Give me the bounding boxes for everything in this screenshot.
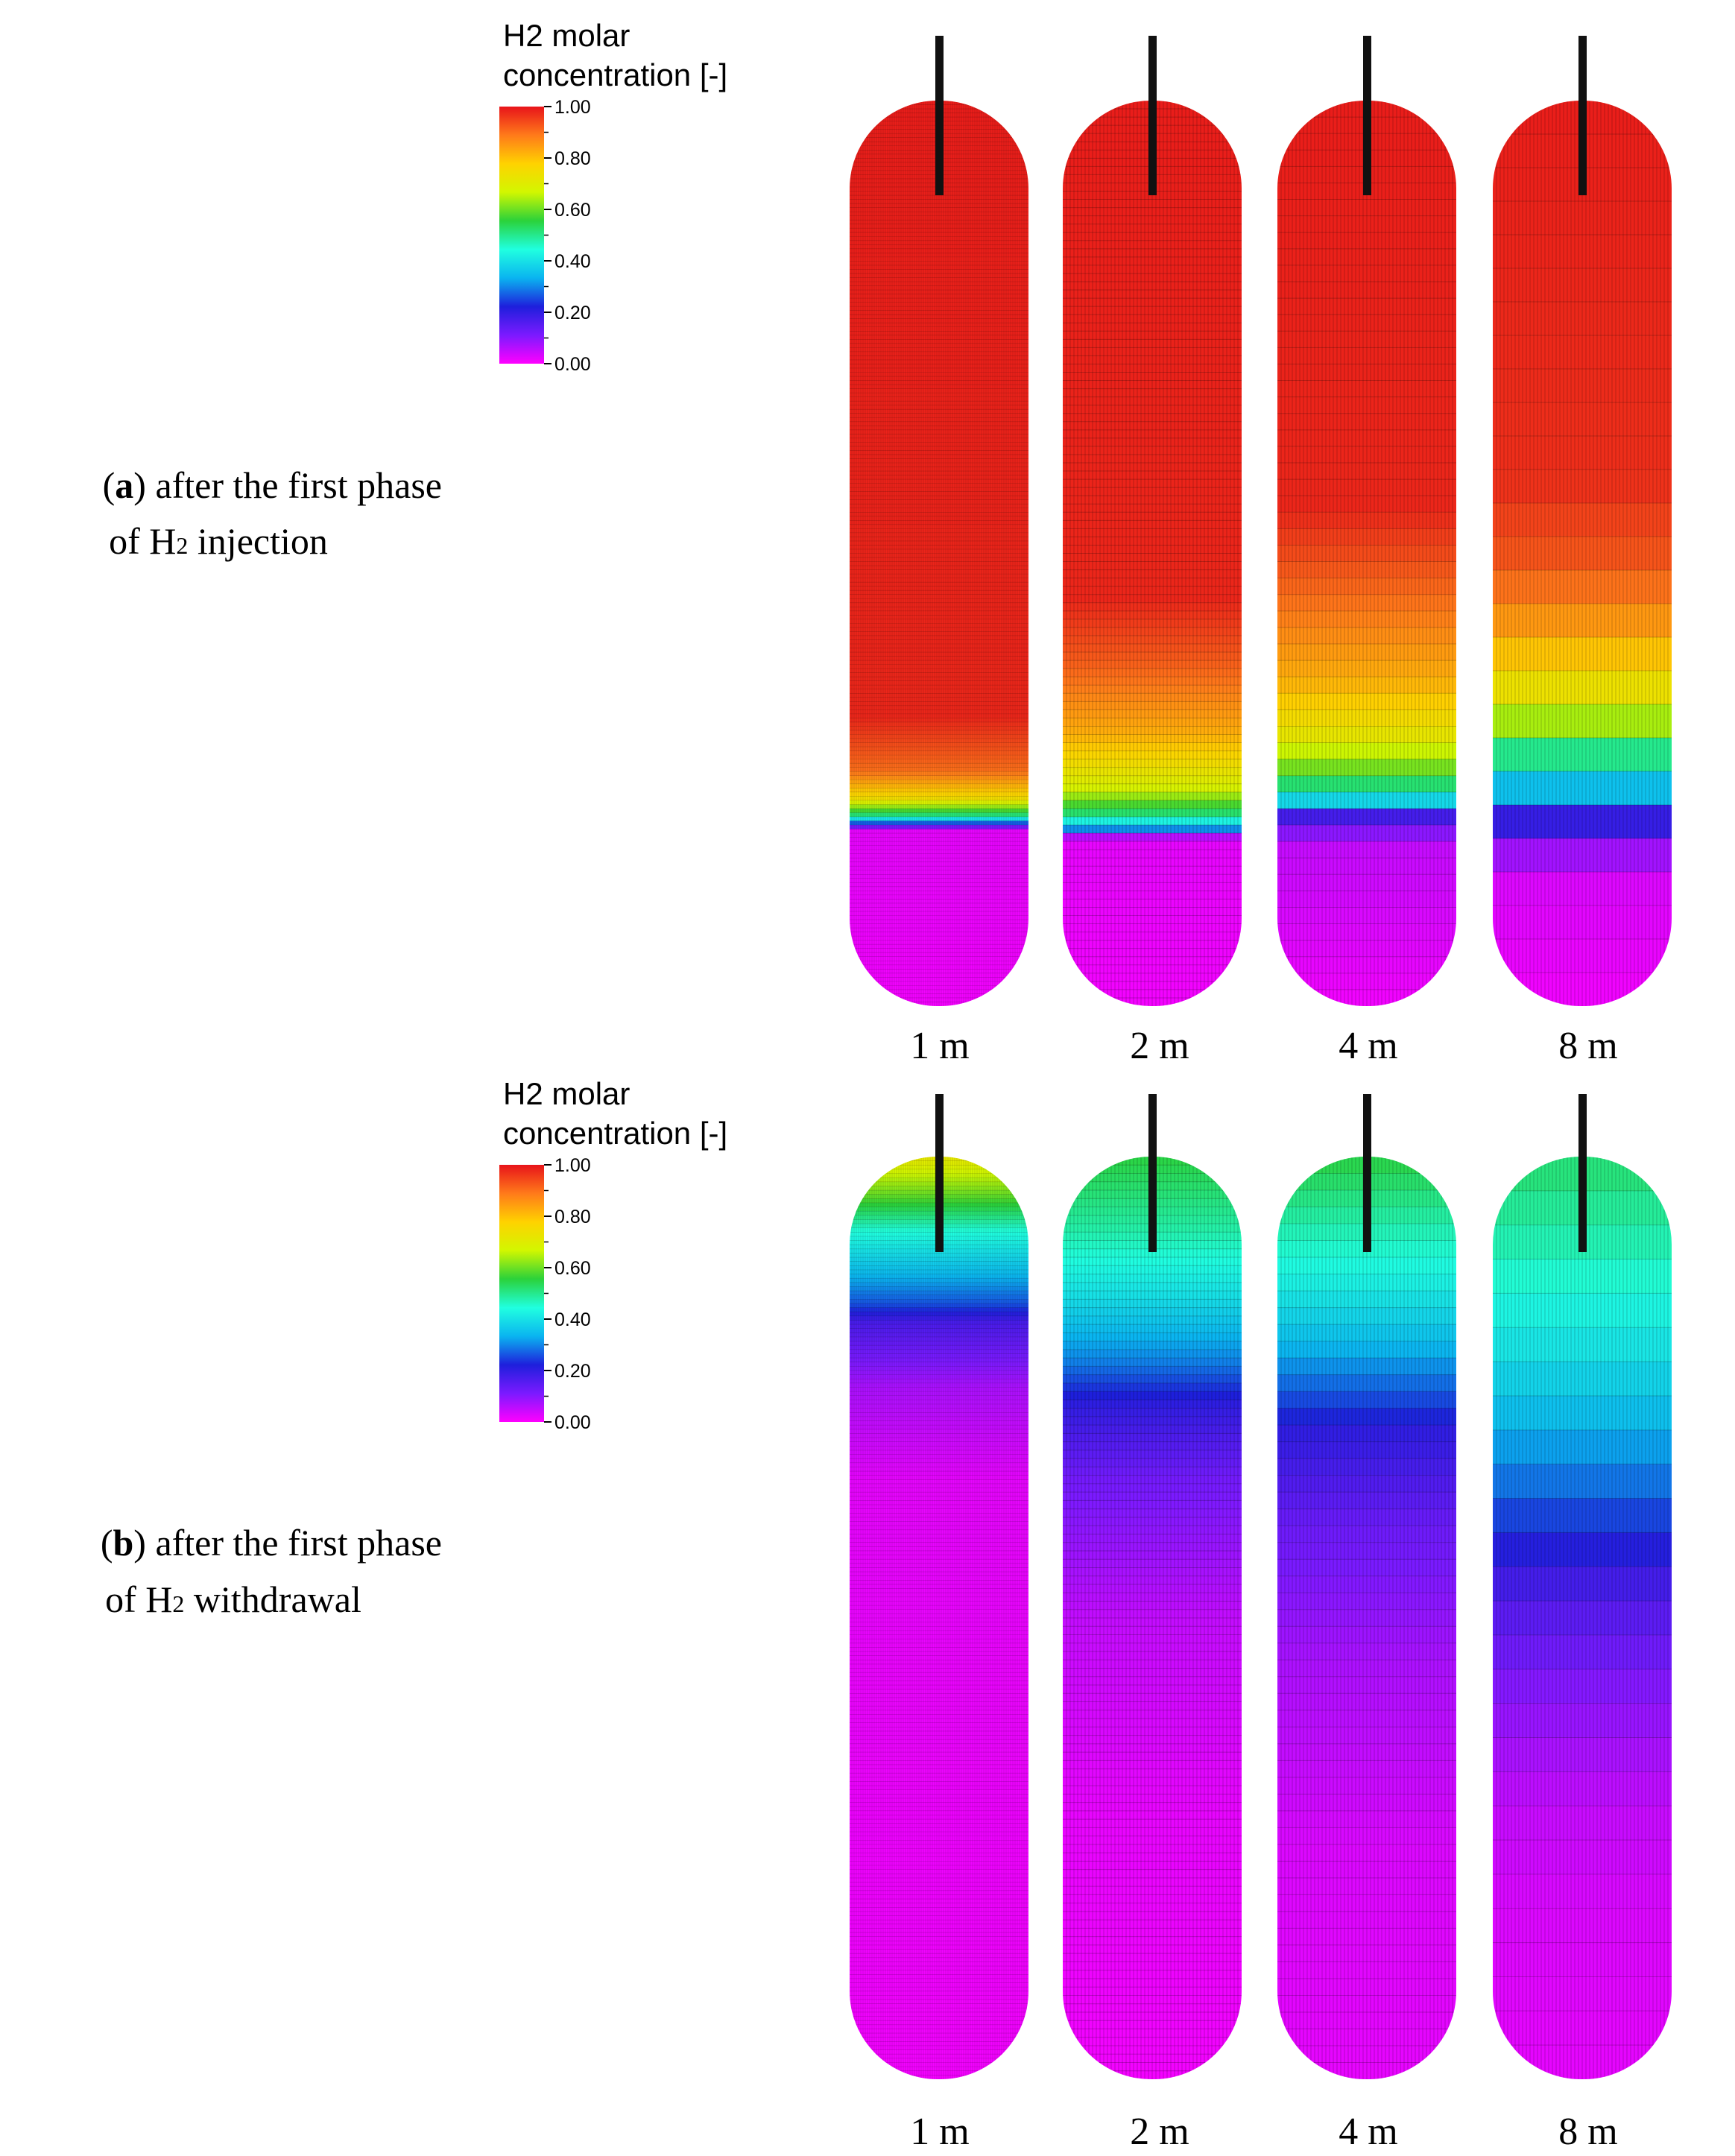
mesh-grid-b-3 bbox=[1277, 1157, 1456, 2079]
colorbar-a-tick-label: 0.00 bbox=[554, 354, 591, 375]
caption-a-line2-post: injection bbox=[188, 520, 327, 562]
caption-b-line1-text: ) after the first phase bbox=[133, 1522, 442, 1564]
injection-well-a-2 bbox=[1148, 36, 1157, 195]
cavern-column-a-1 bbox=[850, 101, 1028, 1006]
injection-well-a-4 bbox=[1578, 36, 1587, 195]
colorbar-b: 1.00 0.80 0.60 0.40 0.20 0.00 bbox=[499, 1155, 591, 1433]
mesh-grid-b-4 bbox=[1493, 1157, 1672, 2079]
caption-b-subscript: 2 bbox=[172, 1590, 184, 1617]
colorbar-b-title-line2: concentration [-] bbox=[503, 1116, 727, 1151]
caption-a-line1-text: ) after the first phase bbox=[133, 464, 442, 506]
colorbar-b-tick-label: 0.80 bbox=[554, 1207, 591, 1227]
injection-well-a-1 bbox=[935, 36, 944, 195]
caption-a-subscript: 2 bbox=[176, 532, 188, 559]
injection-well-a-3 bbox=[1363, 36, 1371, 195]
columns-b bbox=[850, 1094, 1672, 2079]
resolution-b-2: 2 m bbox=[1130, 2111, 1189, 2153]
resolution-a-3: 4 m bbox=[1339, 1025, 1397, 1067]
colorbar-a-tick-label: 1.00 bbox=[554, 97, 591, 118]
cavern-column-b-1 bbox=[850, 1157, 1028, 2079]
colorbar-b-gradient bbox=[499, 1165, 544, 1422]
injection-well-b-4 bbox=[1578, 1094, 1587, 1252]
mesh-grid-a-4 bbox=[1493, 101, 1672, 1006]
mesh-grid-b-1 bbox=[850, 1157, 1028, 2079]
panel-b: H2 molar concentration [-] 1.00 0.80 0.60 0… bbox=[101, 1076, 1672, 2153]
resolution-a-1: 1 m bbox=[910, 1025, 969, 1067]
cavern-column-b-3 bbox=[1277, 1157, 1456, 2079]
colorbar-a-title-line2: concentration [-] bbox=[503, 57, 727, 92]
injection-well-b-1 bbox=[935, 1094, 944, 1252]
caption-b-line2-pre: of H bbox=[105, 1578, 172, 1620]
colorbar-a-title-line1: H2 molar bbox=[503, 18, 630, 53]
resolution-a-2: 2 m bbox=[1130, 1025, 1189, 1067]
mesh-grid-a-3 bbox=[1277, 101, 1456, 1006]
colorbar-b-tick-label: 0.20 bbox=[554, 1361, 591, 1382]
resolution-b-4: 8 m bbox=[1558, 2111, 1617, 2153]
colorbar-b-title-line1: H2 molar bbox=[503, 1076, 630, 1111]
colorbar-b-tick-label: 1.00 bbox=[554, 1155, 591, 1176]
colorbar-a-tick-label: 0.20 bbox=[554, 303, 591, 323]
injection-well-b-2 bbox=[1148, 1094, 1157, 1252]
caption-a-line1: (a) after the first phase bbox=[103, 464, 442, 506]
cavern-column-a-4 bbox=[1493, 101, 1672, 1006]
colorbar-a: 1.00 0.80 0.60 0.40 0.20 0.00 bbox=[499, 97, 591, 375]
colorbar-a-tick-label: 0.60 bbox=[554, 200, 591, 221]
colorbar-b-tick-label: 0.40 bbox=[554, 1309, 591, 1330]
caption-b-letter: b bbox=[113, 1522, 133, 1564]
caption-a-line2: of H2 injection bbox=[109, 520, 328, 562]
colorbar-b-tick-label: 0.60 bbox=[554, 1258, 591, 1279]
columns-a bbox=[850, 36, 1672, 1006]
panel-a: H2 molar concentration [-] 1.00 0.80 0.60 0… bbox=[103, 18, 1672, 1067]
resolution-b-1: 1 m bbox=[910, 2111, 969, 2153]
cavern-column-a-3 bbox=[1277, 101, 1456, 1006]
caption-b-line2: of H2 withdrawal bbox=[105, 1578, 361, 1620]
mesh-grid-b-2 bbox=[1063, 1157, 1242, 2079]
injection-well-b-3 bbox=[1363, 1094, 1371, 1252]
caption-b-line1: (b) after the first phase bbox=[101, 1522, 442, 1564]
colorbar-a-tick-label: 0.80 bbox=[554, 148, 591, 169]
mesh-grid-a-2 bbox=[1063, 101, 1242, 1006]
colorbar-a-tick-label: 0.40 bbox=[554, 251, 591, 272]
caption-b-line2-post: withdrawal bbox=[184, 1578, 361, 1620]
resolution-a-4: 8 m bbox=[1558, 1025, 1617, 1067]
caption-a-letter: a bbox=[115, 464, 133, 506]
colorbar-b-tick-label: 0.00 bbox=[554, 1412, 591, 1433]
cavern-column-b-2 bbox=[1063, 1157, 1242, 2079]
caption-a-line2-pre: of H bbox=[109, 520, 176, 562]
cavern-column-b-4 bbox=[1493, 1157, 1672, 2079]
cavern-column-a-2 bbox=[1063, 101, 1242, 1006]
colorbar-a-gradient bbox=[499, 107, 544, 364]
mesh-grid-a-1 bbox=[850, 101, 1028, 1006]
resolution-b-3: 4 m bbox=[1339, 2111, 1397, 2153]
